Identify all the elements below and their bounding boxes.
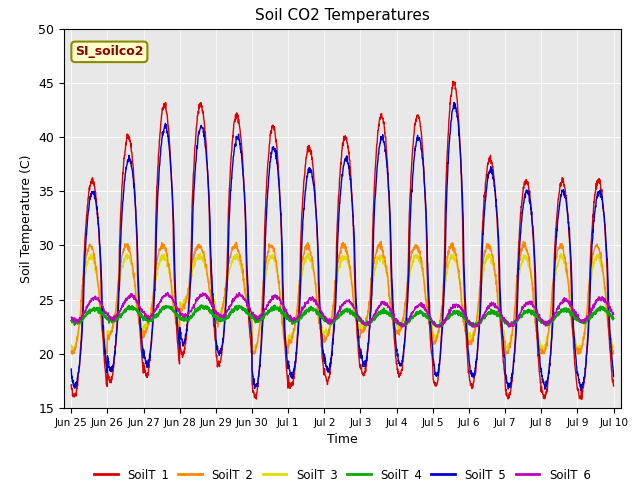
SoilT_4: [358, 319, 366, 325]
SoilT_6: [577, 320, 585, 325]
SoilT_2: [563, 263, 570, 269]
SoilT_1: [67, 382, 75, 388]
SoilT_6: [563, 296, 570, 301]
SoilT_3: [67, 342, 75, 348]
Legend: SoilT_1, SoilT_2, SoilT_3, SoilT_4, SoilT_5, SoilT_6: SoilT_1, SoilT_2, SoilT_3, SoilT_4, Soil…: [90, 463, 595, 480]
Line: SoilT_4: SoilT_4: [71, 305, 614, 327]
SoilT_4: [219, 317, 227, 323]
SoilT_2: [520, 239, 527, 244]
SoilT_4: [563, 307, 570, 313]
SoilT_5: [67, 366, 75, 372]
Text: SI_soilco2: SI_soilco2: [75, 45, 143, 59]
SoilT_2: [67, 349, 75, 355]
SoilT_6: [610, 312, 618, 317]
SoilT_3: [219, 305, 227, 311]
SoilT_5: [450, 100, 458, 106]
SoilT_4: [500, 318, 508, 324]
SoilT_2: [68, 351, 76, 357]
SoilT_5: [370, 227, 378, 232]
Line: SoilT_3: SoilT_3: [71, 253, 614, 352]
Title: Soil CO2 Temperatures: Soil CO2 Temperatures: [255, 9, 430, 24]
SoilT_5: [562, 195, 570, 201]
SoilT_5: [577, 388, 585, 394]
SoilT_3: [610, 344, 618, 350]
SoilT_6: [67, 314, 75, 320]
SoilT_5: [500, 350, 508, 356]
SoilT_3: [358, 319, 366, 324]
X-axis label: Time: Time: [327, 433, 358, 446]
SoilT_2: [500, 339, 508, 345]
SoilT_4: [398, 324, 406, 330]
Line: SoilT_2: SoilT_2: [71, 241, 614, 354]
SoilT_1: [500, 367, 508, 372]
SoilT_2: [358, 329, 366, 335]
SoilT_1: [449, 78, 457, 84]
SoilT_4: [370, 317, 378, 323]
SoilT_5: [358, 352, 365, 358]
SoilT_5: [577, 385, 585, 391]
SoilT_4: [577, 319, 585, 325]
SoilT_3: [563, 270, 570, 276]
SoilT_1: [370, 201, 378, 206]
SoilT_4: [67, 318, 75, 324]
Line: SoilT_6: SoilT_6: [71, 292, 614, 327]
SoilT_2: [219, 304, 227, 310]
SoilT_1: [219, 342, 227, 348]
SoilT_3: [500, 328, 508, 334]
SoilT_3: [304, 251, 312, 256]
Line: SoilT_1: SoilT_1: [71, 81, 614, 399]
SoilT_1: [610, 383, 618, 389]
SoilT_6: [500, 316, 508, 322]
SoilT_3: [577, 342, 585, 348]
SoilT_6: [398, 324, 406, 330]
SoilT_2: [370, 260, 378, 266]
SoilT_1: [577, 396, 585, 402]
SoilT_1: [358, 369, 365, 375]
Y-axis label: Soil Temperature (C): Soil Temperature (C): [20, 154, 33, 283]
SoilT_5: [610, 374, 618, 380]
SoilT_4: [197, 302, 205, 308]
SoilT_1: [578, 396, 586, 402]
SoilT_2: [577, 345, 585, 350]
SoilT_4: [610, 316, 618, 322]
SoilT_6: [164, 289, 172, 295]
SoilT_6: [358, 320, 366, 325]
SoilT_1: [562, 195, 570, 201]
Line: SoilT_5: SoilT_5: [71, 103, 614, 391]
SoilT_6: [219, 314, 227, 320]
SoilT_5: [219, 341, 227, 347]
SoilT_2: [610, 351, 618, 357]
SoilT_3: [370, 270, 378, 276]
SoilT_6: [370, 312, 378, 318]
SoilT_3: [540, 349, 548, 355]
